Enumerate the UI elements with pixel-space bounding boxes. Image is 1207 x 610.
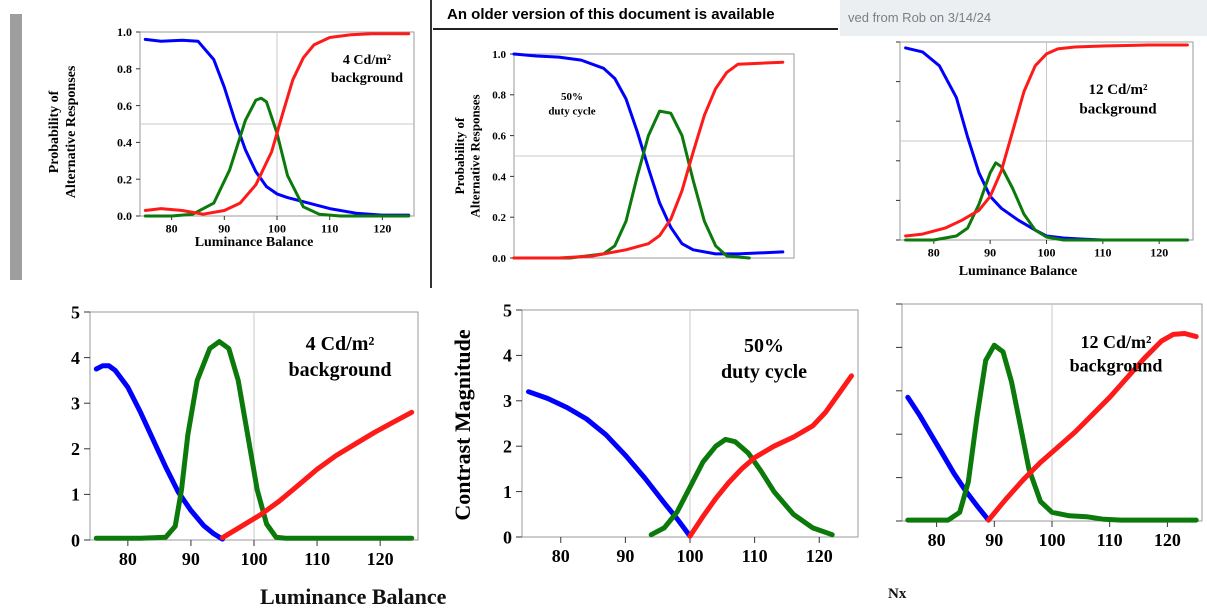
chart-svg-top-middle: 0.0 0.2 0.4 0.6 0.8 1.0 50% duty cycle Probabili…	[452, 49, 795, 265]
chart-panel-top-right: 80 90 100 110 120 12 Cd/m² background Luminance…	[848, 34, 1207, 286]
x-tick-label: 120	[373, 222, 391, 236]
chart-annotation: 12 Cd/m² background	[1070, 332, 1163, 375]
y-tick-label: 1	[503, 482, 512, 502]
x-tick-label: 80	[119, 549, 137, 569]
y-axis-label: Probability ofAlternative Responses	[452, 94, 483, 217]
y-tick-label: 0.2	[492, 212, 506, 224]
x-tick-label: 100	[677, 546, 704, 566]
chart-panel-bottom-right: 80 90 100 110 120 12 Cd/m² background	[862, 290, 1207, 598]
x-tick-label: 120	[1150, 246, 1168, 260]
x-tick-label: 80	[166, 222, 178, 236]
x-tick-label: 90	[984, 246, 996, 260]
chart-svg-top-left: 0.0 0.2 0.4 0.6 0.8 1.0 80 90 100 110 120 4 Cd/m² ba…	[47, 25, 415, 250]
y-tick-label: 0	[503, 527, 512, 547]
series-line-red	[904, 43, 1189, 238]
series-line-red	[687, 373, 854, 539]
y-tick-label: 3	[71, 394, 80, 414]
chart-svg-bottom-middle: 0 1 2 3 4 5 80 90 100 110 120 50% duty cycle Contrast…	[450, 300, 859, 566]
x-tick-label: 120	[806, 546, 833, 566]
x-tick-label: 90	[218, 222, 230, 236]
y-tick-label: 0	[71, 530, 80, 550]
older-version-banner[interactable]: An older version of this document is ava…	[433, 0, 838, 30]
x-tick-label: 110	[1094, 246, 1111, 260]
x-tick-label: 100	[1039, 530, 1066, 550]
y-tick-label: 0.8	[492, 90, 506, 102]
x-tick-label: 110	[321, 222, 338, 236]
series-line-blue	[93, 363, 225, 542]
series-line-blue	[905, 394, 991, 523]
x-tick-label: 90	[616, 546, 634, 566]
series-line-green	[143, 96, 411, 218]
x-tick-label: 100	[1038, 246, 1056, 260]
left-scrollbar	[10, 14, 22, 280]
cropped-xlabel-bottom-right: Nx	[888, 586, 907, 602]
y-tick-label: 2	[503, 437, 512, 457]
x-tick-label: 90	[182, 549, 200, 569]
y-tick-label: 0.4	[492, 171, 506, 183]
y-tick-label: 0.6	[492, 130, 506, 142]
y-tick-label: 1	[71, 485, 80, 505]
y-tick-label: 3	[503, 391, 512, 411]
series-line-blue	[526, 389, 693, 539]
y-tick-label: 2	[71, 439, 80, 459]
chart-annotation: 4 Cd/m² background	[288, 333, 391, 381]
y-tick-label: 1.0	[492, 49, 506, 61]
y-tick-label: 0.2	[117, 172, 132, 186]
series-line-red	[143, 32, 411, 216]
chart-panel-top-left: 0.0 0.2 0.4 0.6 0.8 1.0 80 90 100 110 120 4 Cd/m² ba…	[22, 14, 420, 280]
y-tick-label: 0.4	[117, 136, 132, 150]
x-tick-label: 110	[304, 549, 330, 569]
y-axis-label: Contrast Magnitude	[450, 329, 475, 521]
x-tick-label: 100	[241, 549, 268, 569]
y-tick-label: 0.0	[117, 209, 132, 223]
y-tick-label: 0.8	[117, 62, 132, 76]
series-line-green	[512, 109, 751, 260]
x-tick-label: 110	[742, 546, 768, 566]
y-tick-label: 5	[71, 302, 80, 322]
series-line-red	[512, 60, 785, 260]
series-line-green	[905, 342, 1199, 523]
series-line-red	[220, 409, 415, 541]
x-tick-label: 120	[1154, 530, 1181, 550]
chart-annotation: 12 Cd/m² background	[1079, 82, 1157, 118]
series-line-green	[648, 436, 835, 538]
y-tick-label: 4	[71, 348, 80, 368]
y-tick-label: 4	[503, 346, 512, 366]
x-tick-label: 90	[985, 530, 1003, 550]
chart-svg-top-right: 80 90 100 110 120 12 Cd/m² background Luminance…	[896, 41, 1194, 279]
x-tick-label: 110	[1097, 530, 1123, 550]
saved-note-banner: ved from Rob on 3/14/24	[840, 0, 1207, 36]
series-line-blue	[143, 37, 411, 217]
chart-panel-bottom-left: 0 1 2 3 4 5 80 90 100 110 120 4 Cd/m² background	[0, 290, 430, 598]
chart-svg-bottom-right: 80 90 100 110 120 12 Cd/m² background	[896, 303, 1203, 550]
chart-annotation: 50% duty cycle	[548, 91, 595, 117]
series-line-blue	[512, 52, 785, 256]
x-axis-label: Luminance Balance	[195, 235, 314, 250]
y-tick-label: 0.0	[492, 253, 506, 265]
x-tick-label: 80	[928, 530, 946, 550]
x-tick-label: 80	[552, 546, 570, 566]
chart-panel-top-middle: 0.0 0.2 0.4 0.6 0.8 1.0 50% duty cycle Probabili…	[434, 34, 854, 265]
chart-annotation: 4 Cd/m² background	[331, 53, 403, 86]
series-line-green	[93, 339, 415, 541]
y-tick-label: 1.0	[117, 25, 132, 39]
x-tick-label: 120	[367, 549, 394, 569]
chart-svg-bottom-left: 0 1 2 3 4 5 80 90 100 110 120 4 Cd/m² background	[71, 302, 419, 569]
chart-annotation: 50% duty cycle	[721, 335, 807, 383]
x-tick-label: 100	[268, 222, 286, 236]
y-tick-label: 5	[503, 300, 512, 320]
x-axis-label: Luminance Balance	[959, 264, 1078, 279]
panel-divider	[430, 0, 432, 288]
series-line-red	[986, 331, 1199, 523]
chart-panel-bottom-middle: 0 1 2 3 4 5 80 90 100 110 120 50% duty cycle Contrast…	[430, 290, 862, 598]
y-tick-label: 0.6	[117, 99, 132, 113]
cropped-xlabel-bottom-left: Luminance Balance	[260, 584, 447, 609]
x-tick-label: 80	[928, 246, 940, 260]
